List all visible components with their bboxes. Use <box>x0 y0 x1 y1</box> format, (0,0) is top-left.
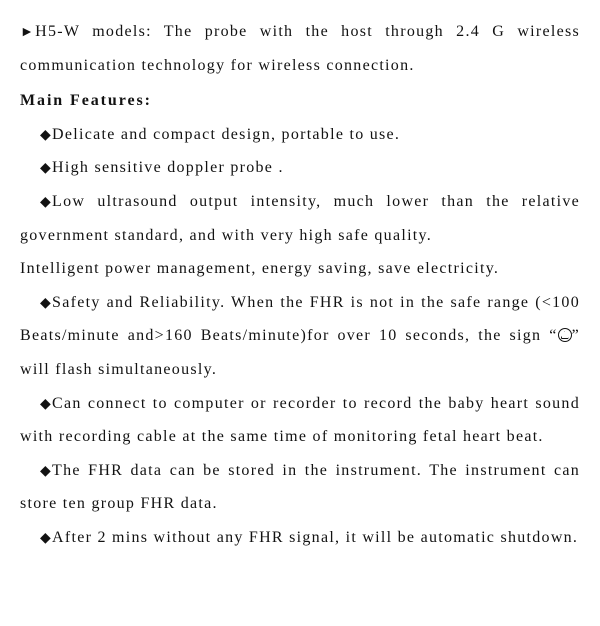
alarm-icon <box>558 328 572 342</box>
diamond-bullet-icon: ◆ <box>30 288 52 317</box>
feature-item: ◆ Can connect to computer or recorder to… <box>20 387 580 454</box>
intro-paragraph: ►H5-W models: The probe with the host th… <box>20 15 580 82</box>
feature-text: After 2 mins without any FHR signal, it … <box>52 529 578 546</box>
diamond-bullet-icon: ◆ <box>30 153 52 182</box>
diamond-bullet-icon: ◆ <box>30 120 52 149</box>
triangle-marker-icon: ► <box>20 17 35 46</box>
feature-text: High sensitive doppler probe . <box>52 159 284 176</box>
document-page: ►H5-W models: The probe with the host th… <box>0 0 600 575</box>
feature-item: Intelligent power management, energy sav… <box>20 252 580 286</box>
feature-item: ◆ Delicate and compact design, portable … <box>20 118 580 152</box>
feature-text: Can connect to computer or recorder to r… <box>20 395 580 446</box>
feature-text: Intelligent power management, energy sav… <box>20 260 499 277</box>
feature-item: ◆ High sensitive doppler probe . <box>20 151 580 185</box>
feature-text: Delicate and compact design, portable to… <box>52 126 400 143</box>
feature-text: Safety and Reliability. When the FHR is … <box>20 294 580 345</box>
feature-item: ◆ Low ultrasound output intensity, much … <box>20 185 580 252</box>
section-heading: Main Features: <box>20 84 580 118</box>
features-list: ◆ Delicate and compact design, portable … <box>20 118 580 555</box>
diamond-bullet-icon: ◆ <box>30 456 52 485</box>
diamond-bullet-icon: ◆ <box>30 187 52 216</box>
feature-item: ◆ Safety and Reliability. When the FHR i… <box>20 286 580 387</box>
feature-item: ◆ The FHR data can be stored in the inst… <box>20 454 580 521</box>
feature-text: The FHR data can be stored in the instru… <box>20 462 580 513</box>
diamond-bullet-icon: ◆ <box>30 389 52 418</box>
feature-text: Low ultrasound output intensity, much lo… <box>20 193 580 244</box>
diamond-bullet-icon: ◆ <box>30 523 52 552</box>
intro-text: H5-W models: The probe with the host thr… <box>20 23 580 74</box>
feature-item: ◆ After 2 mins without any FHR signal, i… <box>20 521 580 555</box>
